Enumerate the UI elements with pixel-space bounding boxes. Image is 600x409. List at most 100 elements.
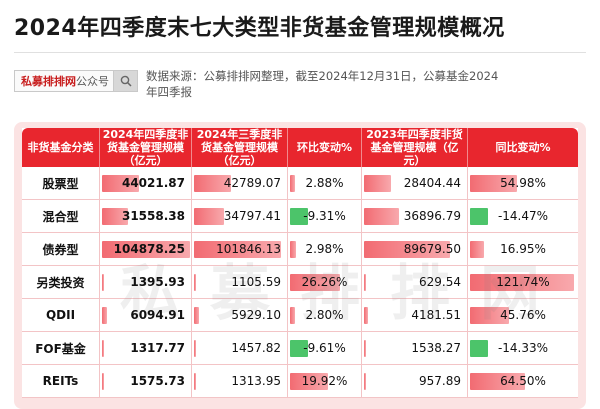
positive-bar xyxy=(470,373,526,390)
cell-value: FOF基金 xyxy=(35,341,86,356)
positive-bar xyxy=(102,373,104,390)
cell-value: 104878.25 xyxy=(113,242,185,256)
positive-bar xyxy=(102,307,108,324)
q3-2024-cell: 1457.82 xyxy=(192,332,288,365)
header-category: 非货基金分类 xyxy=(22,128,100,167)
fund-scale-table: 非货基金分类 2024年四季度非货基金管理规模（亿元） 2024年三季度非货基金… xyxy=(22,128,578,398)
cell-value: 1317.77 xyxy=(130,341,185,355)
cell-value: 34797.41 xyxy=(223,209,281,223)
cell-value: 36896.79 xyxy=(403,209,461,223)
positive-bar xyxy=(194,340,196,357)
table-row: 另类投资 1395.93 1105.59 26.26% 629.54 121.74% xyxy=(22,266,578,299)
qoq-cell: 19.92% xyxy=(288,365,362,398)
search-box[interactable]: 私募排排网公众号 xyxy=(14,70,138,92)
q3-2024-cell: 1105.59 xyxy=(192,266,288,299)
cell-value: 101846.13 xyxy=(216,242,281,256)
title-divider xyxy=(14,52,586,53)
search-icon xyxy=(120,75,132,87)
positive-bar xyxy=(364,340,366,357)
positive-bar xyxy=(102,241,190,258)
qoq-cell: 26.26% xyxy=(288,266,362,299)
cell-value: 121.74% xyxy=(496,275,550,289)
positive-bar xyxy=(290,175,296,192)
yoy-cell: 45.76% xyxy=(468,299,578,332)
table-header-row: 非货基金分类 2024年四季度非货基金管理规模（亿元） 2024年三季度非货基金… xyxy=(22,128,578,167)
q4-2023-cell: 28404.44 xyxy=(362,167,468,200)
page-title: 2024年四季度末七大类型非货基金管理规模概况 xyxy=(14,16,505,41)
q4-2023-cell: 957.89 xyxy=(362,365,468,398)
header-q4-2024: 2024年四季度非货基金管理规模（亿元） xyxy=(100,128,192,167)
table-card: 非货基金分类 2024年四季度非货基金管理规模（亿元） 2024年三季度非货基金… xyxy=(14,122,586,409)
positive-bar xyxy=(364,373,366,390)
cell-value: -9.61% xyxy=(303,341,346,355)
cell-value: 31558.38 xyxy=(121,209,185,223)
qoq-cell: 2.80% xyxy=(288,299,362,332)
cell-value: 1313.95 xyxy=(231,374,281,388)
header-yoy: 同比变动% xyxy=(468,128,578,167)
category-cell: REITs xyxy=(22,365,100,398)
positive-bar xyxy=(290,307,296,324)
qoq-cell: 2.98% xyxy=(288,233,362,266)
qoq-cell: -9.61% xyxy=(288,332,362,365)
cell-value: 19.92% xyxy=(301,374,348,388)
cell-value: 债券型 xyxy=(42,242,79,257)
positive-bar xyxy=(102,340,104,357)
positive-bar xyxy=(364,208,400,225)
q3-2024-cell: 42789.07 xyxy=(192,167,288,200)
table-row: 混合型 31558.38 34797.41 -9.31% 36896.79 -14.47% xyxy=(22,200,578,233)
cell-value: 44021.87 xyxy=(121,176,185,190)
q3-2024-cell: 1313.95 xyxy=(192,365,288,398)
cell-value: 股票型 xyxy=(42,176,79,191)
positive-bar xyxy=(470,175,517,192)
category-cell: 债券型 xyxy=(22,233,100,266)
cell-value: -9.31% xyxy=(303,209,346,223)
positive-bar xyxy=(194,241,282,258)
cell-value: 2.88% xyxy=(305,176,344,190)
cell-value: 26.26% xyxy=(301,275,348,289)
yoy-cell: -14.33% xyxy=(468,332,578,365)
q4-2023-cell: 629.54 xyxy=(362,266,468,299)
cell-value: 629.54 xyxy=(419,275,461,289)
q3-2024-cell: 34797.41 xyxy=(192,200,288,233)
positive-bar xyxy=(290,274,340,291)
cell-value: 957.89 xyxy=(419,374,461,388)
yoy-cell: 64.50% xyxy=(468,365,578,398)
cell-value: 1538.27 xyxy=(411,341,461,355)
q4-2024-cell: 1317.77 xyxy=(100,332,192,365)
q4-2024-cell: 44021.87 xyxy=(100,167,192,200)
positive-bar xyxy=(364,241,450,258)
category-cell: 另类投资 xyxy=(22,266,100,299)
cell-value: 54.98% xyxy=(500,176,546,190)
q4-2024-cell: 104878.25 xyxy=(100,233,192,266)
search-suffix: 公众号 xyxy=(76,75,109,88)
q3-2024-cell: 101846.13 xyxy=(192,233,288,266)
cell-value: 另类投资 xyxy=(36,275,85,290)
q4-2023-cell: 36896.79 xyxy=(362,200,468,233)
cell-value: 混合型 xyxy=(42,209,79,224)
q4-2024-cell: 1395.93 xyxy=(100,266,192,299)
cell-value: 42789.07 xyxy=(223,176,281,190)
header-q3-2024: 2024年三季度非货基金管理规模（亿元） xyxy=(192,128,288,167)
positive-bar xyxy=(364,307,368,324)
q4-2023-cell: 1538.27 xyxy=(362,332,468,365)
cell-value: 5929.10 xyxy=(231,308,281,322)
cell-value: 89679.50 xyxy=(403,242,461,256)
positive-bar xyxy=(194,274,196,291)
search-button[interactable] xyxy=(113,71,137,91)
positive-bar xyxy=(290,373,328,390)
q3-2024-cell: 5929.10 xyxy=(192,299,288,332)
negative-bar xyxy=(290,340,309,357)
table-row: 债券型 104878.25 101846.13 2.98% 89679.50 16.95% xyxy=(22,233,578,266)
qoq-cell: 2.88% xyxy=(288,167,362,200)
cell-value: -14.33% xyxy=(497,341,549,355)
category-cell: 混合型 xyxy=(22,200,100,233)
table-row: QDII 6094.91 5929.10 2.80% 4181.51 45.76% xyxy=(22,299,578,332)
search-brand: 私募排排网 xyxy=(21,75,76,88)
cell-value: 2.98% xyxy=(305,242,344,256)
q4-2023-cell: 89679.50 xyxy=(362,233,468,266)
negative-bar xyxy=(470,208,488,225)
header-q4-2023: 2023年四季度非货基金管理规模（亿元） xyxy=(362,128,468,167)
cell-value: 1395.93 xyxy=(130,275,185,289)
cell-value: 2.80% xyxy=(305,308,344,322)
category-cell: QDII xyxy=(22,299,100,332)
